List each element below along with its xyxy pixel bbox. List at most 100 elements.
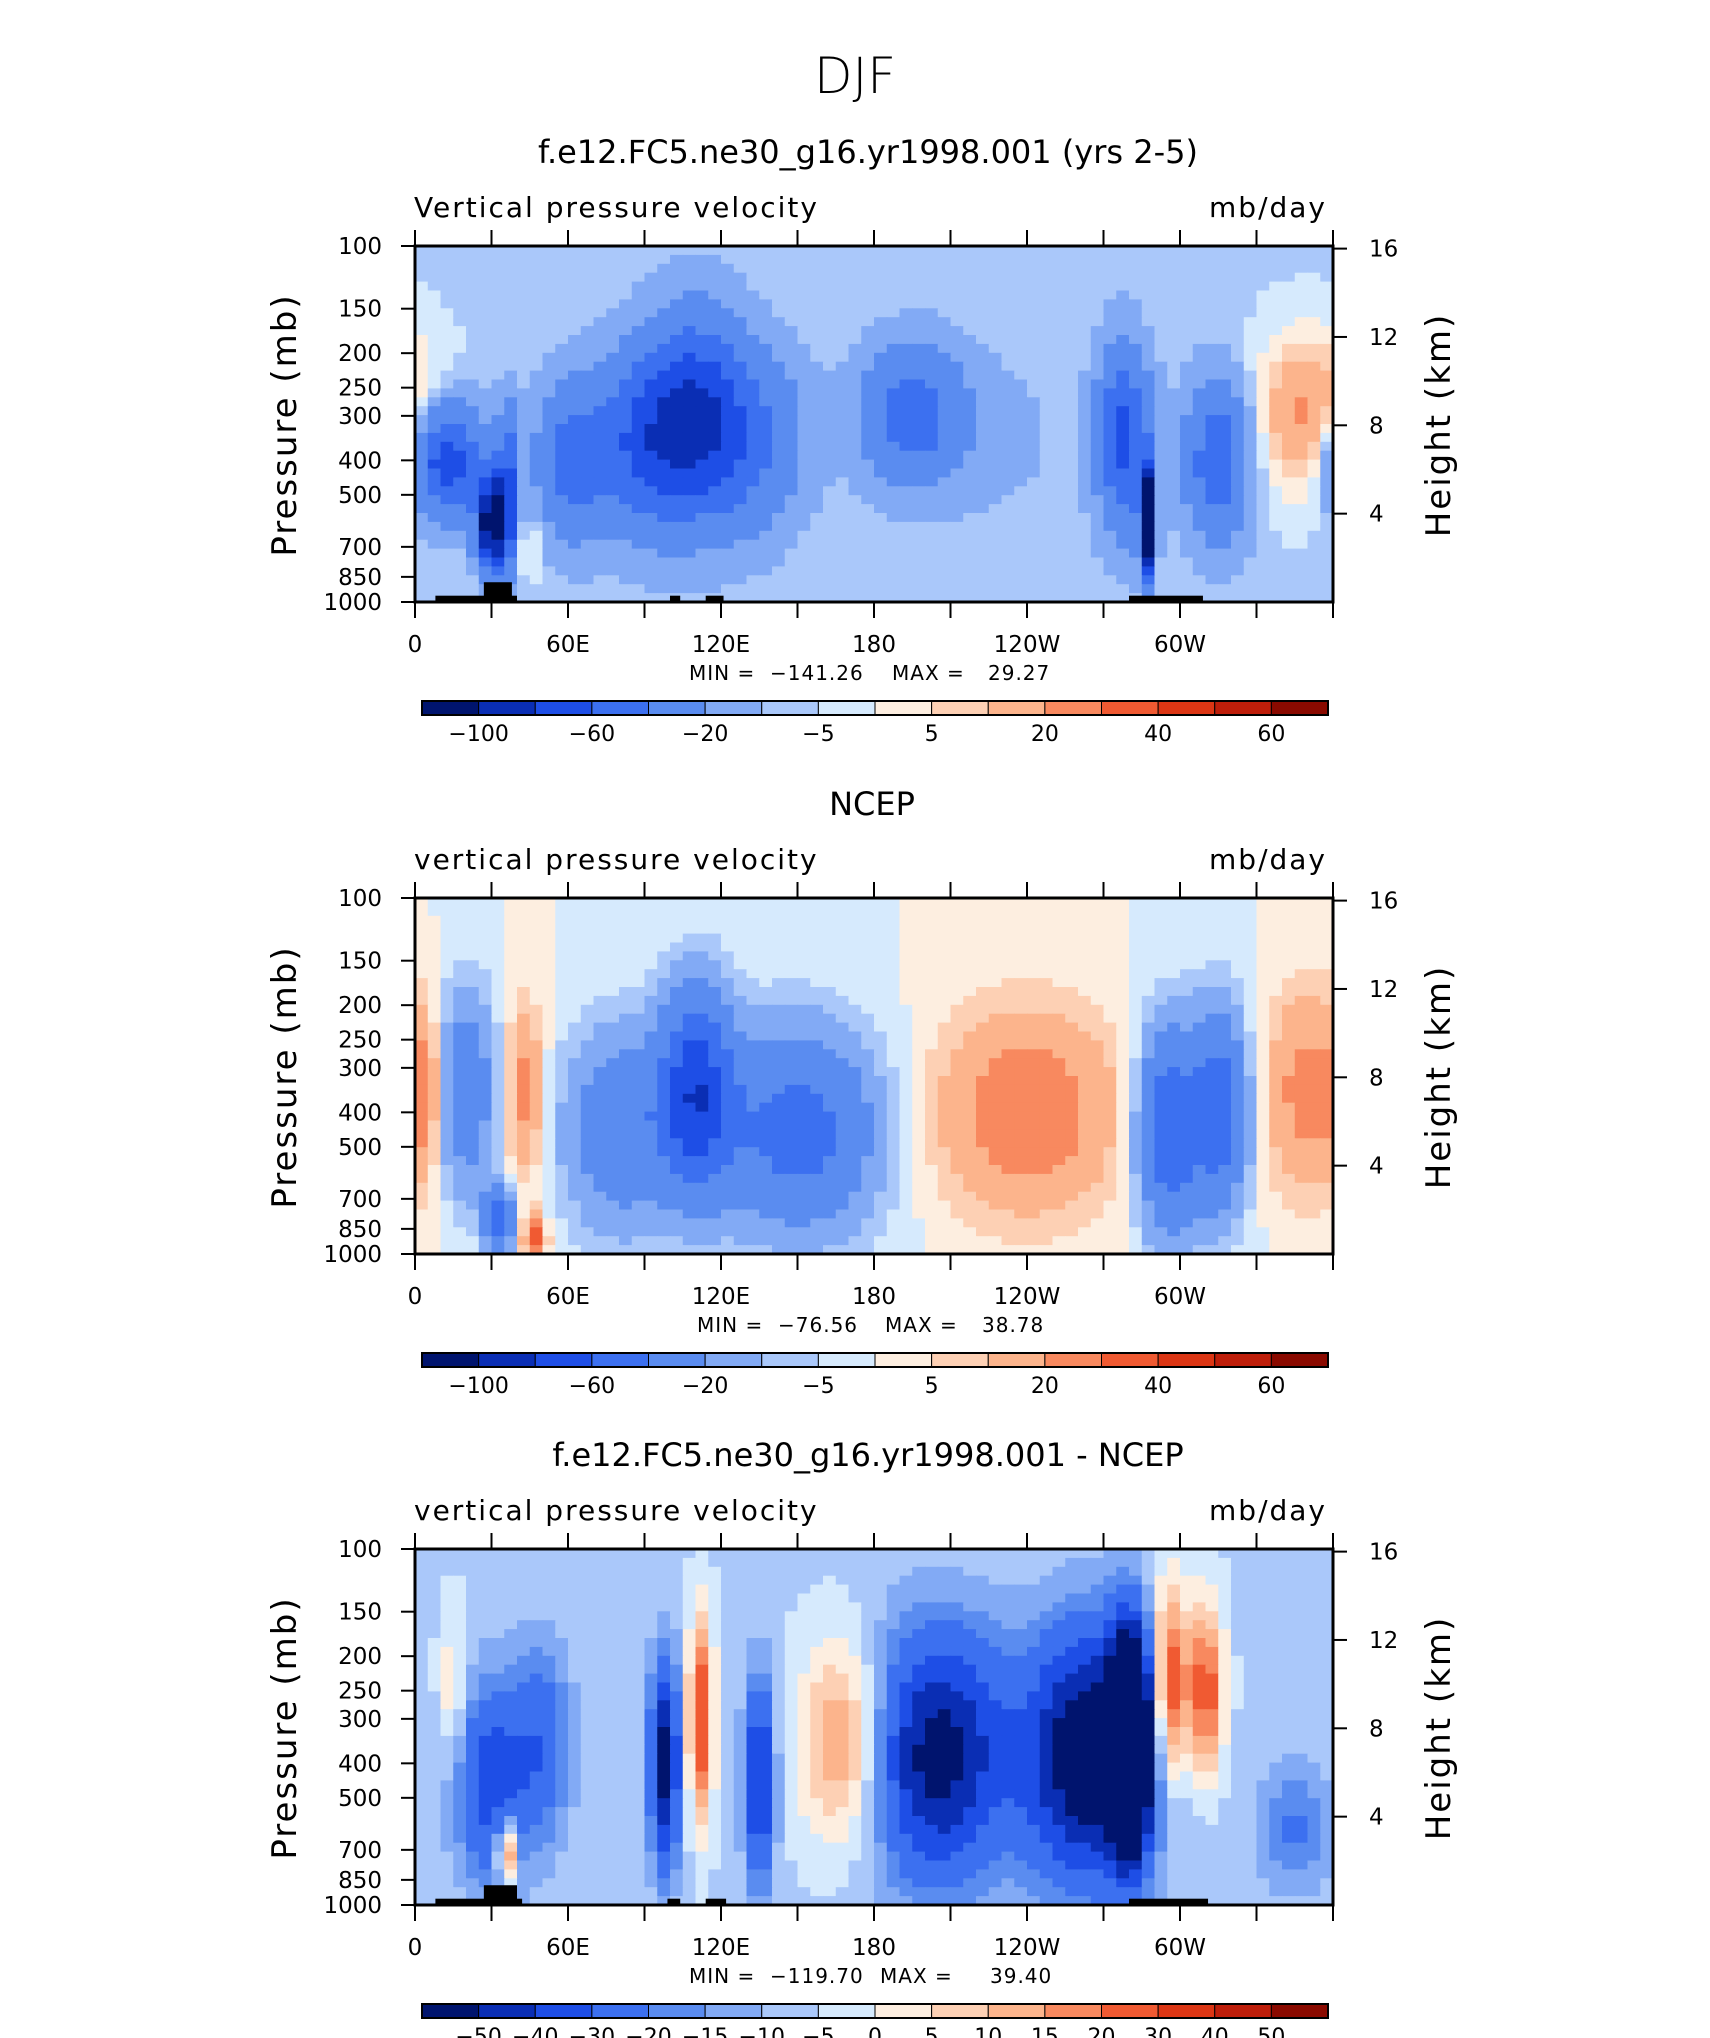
heatmap-cell (657, 906, 671, 917)
heatmap-cell (772, 263, 786, 274)
heatmap-cell (1039, 388, 1054, 398)
heatmap-cell (1320, 299, 1333, 309)
heatmap-cell (1269, 352, 1283, 363)
heatmap-cell (886, 370, 901, 381)
heatmap-cell (415, 987, 429, 997)
heatmap-cell (925, 415, 939, 425)
heatmap-cell (453, 263, 467, 274)
heatmap-cell (1027, 933, 1041, 944)
heatmap-cell (950, 1058, 964, 1068)
heatmap-cell (606, 246, 620, 256)
heatmap-cell (453, 388, 467, 398)
heatmap-cell (1052, 335, 1066, 345)
heatmap-cell (1065, 1138, 1079, 1148)
heatmap-cell (1218, 1129, 1232, 1139)
heatmap-cell (644, 951, 658, 961)
heatmap-cell (415, 1031, 429, 1041)
heatmap-cell (453, 906, 467, 917)
heatmap-cell (657, 915, 671, 926)
heatmap-cell (912, 263, 926, 274)
heatmap-cell (1307, 1013, 1321, 1024)
heatmap-cell (542, 942, 556, 952)
heatmap-cell (606, 1129, 620, 1139)
heatmap-cell (529, 584, 544, 594)
heatmap-cell (1001, 415, 1015, 425)
heatmap-cell (631, 424, 646, 434)
heatmap-cell (1116, 370, 1130, 381)
heatmap-cell (1205, 584, 1219, 594)
heatmap-cell (453, 406, 467, 416)
heatmap-cell (670, 1049, 684, 1059)
heatmap-cell (797, 424, 811, 434)
heatmap-cell (912, 441, 926, 452)
heatmap-cell (912, 593, 926, 602)
heatmap-cell (529, 281, 544, 292)
heatmap-cell (708, 468, 722, 478)
heatmap-cell (835, 1031, 850, 1041)
heatmap-cell (1294, 584, 1309, 594)
heatmap-cell (1231, 1093, 1245, 1104)
heatmap-cell (925, 1013, 939, 1024)
heatmap-cell (861, 343, 875, 354)
heatmap-cell (453, 335, 467, 345)
heatmap-cell (988, 521, 1003, 532)
heatmap-cell (1014, 272, 1028, 283)
heatmap-cell (988, 898, 1003, 908)
heatmap-cell (721, 281, 735, 292)
heatmap-cell (415, 513, 429, 523)
heatmap-cell (529, 898, 544, 908)
heatmap-cell (1078, 530, 1092, 541)
heatmap-cell (466, 969, 480, 979)
heatmap-cell (976, 1093, 990, 1104)
heatmap-cell (504, 906, 518, 917)
heatmap-cell (772, 308, 786, 318)
heatmap-cell (631, 246, 646, 256)
heatmap-cell (644, 379, 658, 389)
heatmap-cell (1014, 308, 1028, 318)
heatmap-cell (1167, 1058, 1181, 1068)
heatmap-cell (1243, 924, 1258, 935)
heatmap-cell (1256, 530, 1270, 541)
heatmap-cell (440, 1004, 454, 1015)
heatmap-cell (491, 504, 505, 514)
heatmap-cell (555, 1138, 569, 1148)
heatmap-cell (682, 915, 697, 926)
heatmap-cell (1192, 1067, 1207, 1077)
heatmap-cell (1129, 1111, 1143, 1122)
heatmap-cell (1256, 343, 1270, 354)
heatmap-cell (937, 424, 952, 434)
heatmap-cell (1116, 951, 1130, 961)
heatmap-cell (784, 379, 799, 389)
heatmap-cell (1294, 254, 1309, 265)
heatmap-cell (491, 1040, 505, 1050)
heatmap-cell (976, 933, 990, 944)
heatmap-cell (529, 504, 544, 514)
heatmap-cell (466, 1138, 480, 1148)
heatmap-cell (848, 424, 862, 434)
heatmap-cell (440, 539, 454, 550)
heatmap-cell (708, 1093, 722, 1104)
heatmap-cell (1243, 459, 1258, 470)
heatmap-cell (988, 317, 1003, 327)
heatmap-cell (1205, 432, 1219, 443)
heatmap-cell (1243, 557, 1258, 567)
heatmap-cell (1205, 575, 1219, 585)
heatmap-cell (1116, 272, 1130, 283)
heatmap-cell (848, 906, 862, 917)
heatmap-cell (1078, 299, 1092, 309)
heatmap-cell (644, 352, 658, 363)
heatmap-cell (631, 969, 646, 979)
heatmap-cell (1103, 263, 1117, 274)
heatmap-cell (440, 1102, 454, 1113)
heatmap-cell (415, 530, 429, 541)
heatmap-cell (478, 1111, 493, 1122)
heatmap-cell (1014, 361, 1028, 372)
heatmap-cell (708, 898, 722, 908)
heatmap-cell (810, 539, 824, 550)
heatmap-cell (1167, 335, 1181, 345)
heatmap-cell (619, 468, 633, 478)
heatmap-cell (631, 263, 646, 274)
heatmap-cell (861, 1093, 875, 1104)
heatmap-cell (963, 397, 977, 407)
heatmap-cell (899, 987, 913, 997)
